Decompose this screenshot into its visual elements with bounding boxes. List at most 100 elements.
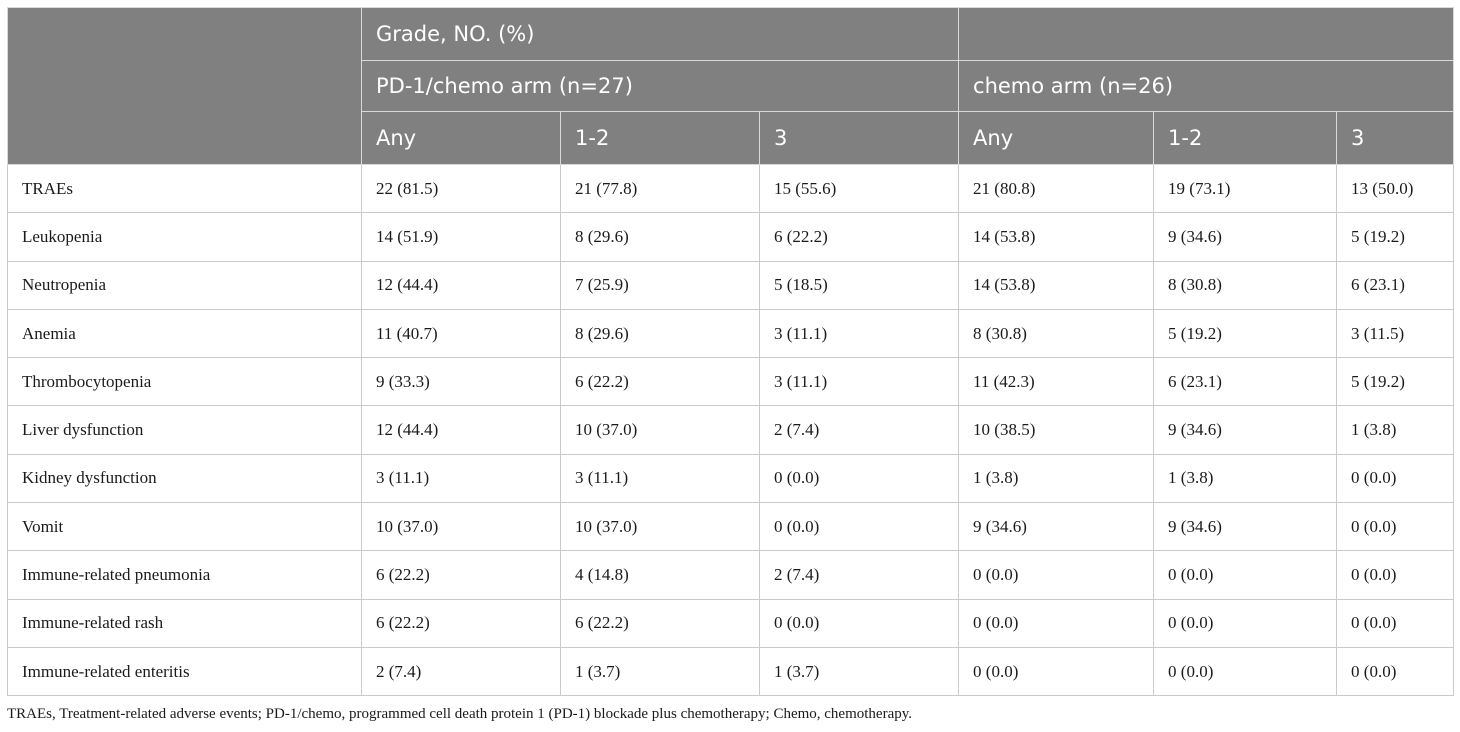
value-cell: 6 (23.1) — [1336, 260, 1455, 310]
event-name-cell: Immune-related pneumonia — [7, 550, 362, 600]
value-cell: 0 (0.0) — [1153, 550, 1338, 600]
value-cell: 0 (0.0) — [958, 550, 1155, 600]
table-row: Anemia 11 (40.7) 8 (29.6) 3 (11.1) 8 (30.8) 5… — [7, 308, 1455, 359]
table-row: Thrombocytopenia 9 (33.3) 6 (22.2) 3 (11.1)… — [7, 357, 1455, 407]
value-cell: 3 (11.1) — [758, 357, 960, 407]
value-cell: 0 (0.0) — [1336, 598, 1455, 648]
table-row: Liver dysfunction 12 (44.4) 10 (37.0) 2 (7.… — [7, 405, 1455, 455]
value-cell: 0 (0.0) — [1336, 550, 1455, 600]
value-cell: 6 (22.2) — [560, 598, 760, 648]
value-cell: 2 (7.4) — [758, 405, 960, 455]
value-cell: 8 (29.6) — [560, 308, 760, 359]
value-cell: 8 (29.6) — [560, 212, 760, 262]
value-cell: 21 (77.8) — [560, 163, 760, 214]
value-cell: 14 (51.9) — [361, 212, 561, 262]
value-cell: 9 (33.3) — [361, 357, 561, 407]
grade-header-any: Any — [958, 111, 1155, 165]
pd1-chemo-arm-header: PD-1/chemo arm (n=27) — [360, 60, 960, 112]
value-cell: 14 (53.8) — [958, 260, 1155, 310]
value-cell: 0 (0.0) — [1336, 646, 1455, 697]
value-cell: 6 (22.2) — [361, 550, 561, 600]
value-cell: 12 (44.4) — [361, 405, 561, 455]
table-row: Kidney dysfunction 3 (11.1) 3 (11.1) 0 (0.0… — [7, 453, 1455, 504]
value-cell: 0 (0.0) — [958, 598, 1155, 648]
event-name-cell: Kidney dysfunction — [7, 453, 362, 504]
grade-header-3: 3 — [758, 111, 960, 165]
grade-header-3: 3 — [1336, 111, 1455, 165]
value-cell: 2 (7.4) — [758, 550, 960, 600]
value-cell: 6 (22.2) — [361, 598, 561, 648]
value-cell: 3 (11.5) — [1336, 308, 1455, 359]
event-name-cell: Vomit — [7, 502, 362, 552]
value-cell: 1 (3.8) — [1336, 405, 1455, 455]
value-cell: 1 (3.7) — [758, 646, 960, 697]
value-cell: 10 (38.5) — [958, 405, 1155, 455]
event-name-cell: Immune-related rash — [7, 598, 362, 648]
value-cell: 11 (42.3) — [958, 357, 1155, 407]
event-name-cell: Anemia — [7, 308, 362, 359]
value-cell: 6 (22.2) — [560, 357, 760, 407]
value-cell: 6 (22.2) — [758, 212, 960, 262]
value-cell: 10 (37.0) — [361, 502, 561, 552]
value-cell: 7 (25.9) — [560, 260, 760, 310]
value-cell: 4 (14.8) — [560, 550, 760, 600]
chemo-arm-header: chemo arm (n=26) — [958, 60, 1455, 112]
value-cell: 5 (18.5) — [758, 260, 960, 310]
table-row: Immune-related pneumonia 6 (22.2) 4 (14.8)… — [7, 550, 1455, 600]
grade-header-1-2: 1-2 — [560, 111, 760, 165]
adverse-events-table: Grade, NO. (%) PD-1/chemo arm (n=27) che… — [7, 7, 1455, 697]
value-cell: 9 (34.6) — [1153, 212, 1338, 262]
value-cell: 14 (53.8) — [958, 212, 1155, 262]
event-name-cell: Liver dysfunction — [7, 405, 362, 455]
table-row: Neutropenia 12 (44.4) 7 (25.9) 5 (18.5) 14 (… — [7, 260, 1455, 310]
value-cell: 22 (81.5) — [361, 163, 561, 214]
value-cell: 1 (3.8) — [1153, 453, 1338, 504]
value-cell: 8 (30.8) — [1153, 260, 1338, 310]
grade-group-header: Grade, NO. (%) — [360, 7, 960, 61]
value-cell: 0 (0.0) — [958, 646, 1155, 697]
table-row: Immune-related rash 6 (22.2) 6 (22.2) 0 (0.… — [7, 598, 1455, 648]
value-cell: 11 (40.7) — [361, 308, 561, 359]
event-name-cell: Leukopenia — [7, 212, 362, 262]
value-cell: 12 (44.4) — [361, 260, 561, 310]
value-cell: 0 (0.0) — [1153, 598, 1338, 648]
value-cell: 8 (30.8) — [958, 308, 1155, 359]
value-cell: 1 (3.8) — [958, 453, 1155, 504]
event-name-cell: Thrombocytopenia — [7, 357, 362, 407]
value-cell: 9 (34.6) — [1153, 502, 1338, 552]
table-row: Vomit 10 (37.0) 10 (37.0) 0 (0.0) 9 (34.6) 9 … — [7, 502, 1455, 552]
table-row: TRAEs 22 (81.5) 21 (77.8) 15 (55.6) 21 (80.8… — [7, 163, 1455, 214]
value-cell: 0 (0.0) — [758, 598, 960, 648]
value-cell: 9 (34.6) — [958, 502, 1155, 552]
value-cell: 2 (7.4) — [361, 646, 561, 697]
table-row: Immune-related enteritis 2 (7.4) 1 (3.7) 1 … — [7, 646, 1455, 697]
value-cell: 0 (0.0) — [1153, 646, 1338, 697]
value-cell: 13 (50.0) — [1336, 163, 1455, 214]
event-name-cell: TRAEs — [7, 163, 362, 214]
value-cell: 0 (0.0) — [1336, 453, 1455, 504]
table-header: Grade, NO. (%) PD-1/chemo arm (n=27) che… — [7, 7, 1455, 165]
value-cell: 5 (19.2) — [1336, 212, 1455, 262]
value-cell: 6 (23.1) — [1153, 357, 1338, 407]
value-cell: 9 (34.6) — [1153, 405, 1338, 455]
value-cell: 1 (3.7) — [560, 646, 760, 697]
value-cell: 21 (80.8) — [958, 163, 1155, 214]
grade-header-any: Any — [361, 111, 561, 165]
value-cell: 5 (19.2) — [1153, 308, 1338, 359]
table-footnote: TRAEs, Treatment-related adverse events;… — [7, 706, 913, 722]
value-cell: 5 (19.2) — [1336, 357, 1455, 407]
value-cell: 3 (11.1) — [560, 453, 760, 504]
event-name-cell: Immune-related enteritis — [7, 646, 362, 697]
value-cell: 0 (0.0) — [758, 453, 960, 504]
value-cell: 3 (11.1) — [361, 453, 561, 504]
value-cell: 10 (37.0) — [560, 405, 760, 455]
event-name-cell: Neutropenia — [7, 260, 362, 310]
empty-group-header — [958, 7, 1455, 61]
value-cell: 0 (0.0) — [758, 502, 960, 552]
value-cell: 3 (11.1) — [758, 308, 960, 359]
table-row: Leukopenia 14 (51.9) 8 (29.6) 6 (22.2) 14 (5… — [7, 212, 1455, 262]
corner-header-cell — [7, 7, 362, 165]
value-cell: 0 (0.0) — [1336, 502, 1455, 552]
grade-header-1-2: 1-2 — [1153, 111, 1338, 165]
value-cell: 10 (37.0) — [560, 502, 760, 552]
